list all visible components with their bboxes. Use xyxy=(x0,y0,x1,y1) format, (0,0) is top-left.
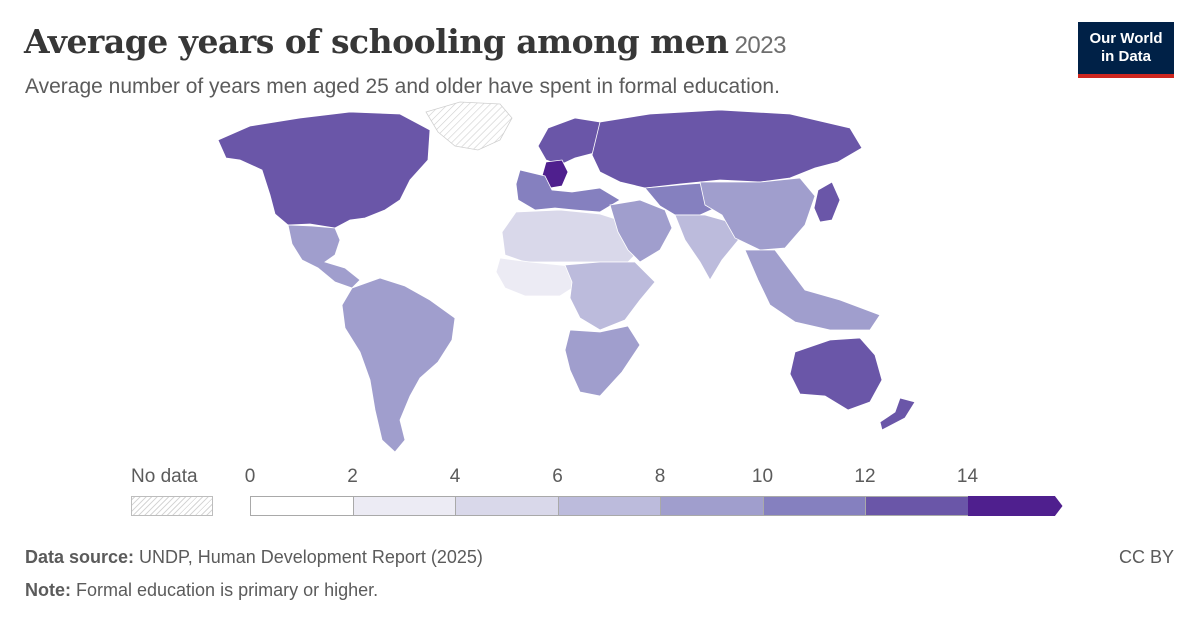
legend-bin-14[interactable] xyxy=(967,496,1063,516)
region-north-america[interactable] xyxy=(217,111,431,229)
color-legend: No data xyxy=(0,460,1200,520)
region-middle-east[interactable] xyxy=(609,199,673,263)
note-label: Note: xyxy=(25,580,71,600)
legend-tick-0: 0 xyxy=(244,466,256,487)
region-northern-europe[interactable] xyxy=(537,117,613,166)
region-new-zealand[interactable] xyxy=(879,397,916,431)
source-text[interactable]: UNDP, Human Development Report (2025) xyxy=(134,547,483,567)
region-south-asia[interactable] xyxy=(674,214,741,281)
region-greenland[interactable] xyxy=(425,101,513,151)
region-china[interactable] xyxy=(699,177,816,251)
region-southeast-asia[interactable] xyxy=(744,249,881,331)
legend-tick-14: 14 xyxy=(956,466,979,487)
legend-bin-0[interactable] xyxy=(250,496,353,516)
title-year: 2023 xyxy=(734,32,787,59)
legend-tick-12: 12 xyxy=(854,466,876,487)
legend-bin-6[interactable] xyxy=(557,496,660,516)
note: Note: Formal education is primary or hig… xyxy=(25,580,378,601)
legend-bin-10[interactable] xyxy=(762,496,865,516)
world-map[interactable] xyxy=(0,96,1200,466)
chart-subtitle: Average number of years men aged 25 and … xyxy=(25,75,780,98)
legend-bin-4[interactable] xyxy=(455,496,558,516)
title-text: Average years of schooling among men xyxy=(24,22,729,61)
region-japan[interactable] xyxy=(813,181,841,223)
legend-bin-12[interactable] xyxy=(865,496,968,516)
region-south-america[interactable] xyxy=(341,277,456,453)
region-central-america[interactable] xyxy=(287,224,361,289)
chart-title: Average years of schooling among men 2023 xyxy=(24,22,786,61)
region-southern-europe[interactable] xyxy=(515,169,621,213)
logo-line-2: in Data xyxy=(1100,48,1151,65)
license[interactable]: CC BY xyxy=(1118,547,1174,567)
region-west-africa[interactable] xyxy=(495,257,586,297)
region-southern-africa[interactable] xyxy=(564,325,641,397)
logo-line-1: Our World xyxy=(1089,30,1163,47)
legend-tick-2: 2 xyxy=(347,466,358,487)
legend-tick-10: 10 xyxy=(751,466,774,487)
legend-bin-8[interactable] xyxy=(660,496,763,516)
owid-logo[interactable]: Our World in Data xyxy=(1078,22,1174,78)
legend-tick-6: 6 xyxy=(552,466,563,487)
region-russia[interactable] xyxy=(591,109,863,189)
data-source: Data source: UNDP, Human Development Rep… xyxy=(25,547,483,568)
legend-tick-8: 8 xyxy=(654,466,666,487)
region-australia[interactable] xyxy=(789,337,883,411)
legend-tick-4: 4 xyxy=(449,466,461,487)
region-central-africa[interactable] xyxy=(564,261,656,331)
legend-bin-2[interactable] xyxy=(352,496,455,516)
source-label: Data source: xyxy=(25,547,135,567)
note-text: Formal education is primary or higher. xyxy=(71,580,379,600)
no-data-label: No data xyxy=(131,466,198,487)
no-data-swatch xyxy=(131,496,213,516)
